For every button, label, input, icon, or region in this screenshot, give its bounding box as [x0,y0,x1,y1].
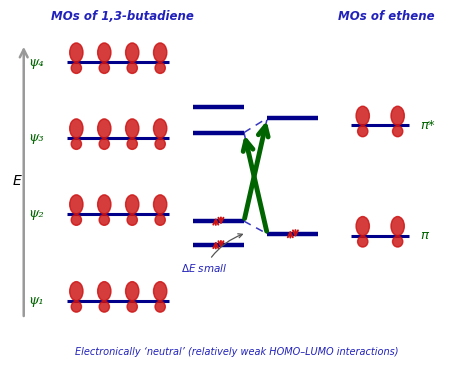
Ellipse shape [71,138,82,149]
Ellipse shape [392,126,403,137]
Text: ψ₁: ψ₁ [28,294,44,307]
Ellipse shape [155,301,165,312]
Ellipse shape [98,119,111,138]
Ellipse shape [155,215,165,225]
Ellipse shape [155,63,165,73]
Ellipse shape [70,119,83,138]
Ellipse shape [155,138,165,149]
Ellipse shape [357,126,368,137]
Text: $\pi$: $\pi$ [420,229,430,242]
Ellipse shape [126,43,139,62]
Ellipse shape [70,195,83,214]
Ellipse shape [154,119,167,138]
Ellipse shape [154,195,167,214]
Ellipse shape [98,282,111,301]
Ellipse shape [356,216,369,236]
Ellipse shape [126,282,139,301]
Ellipse shape [391,106,404,125]
Text: Electronically ‘neutral’ (relatively weak HOMO–LUMO interactions): Electronically ‘neutral’ (relatively wea… [75,347,399,357]
Ellipse shape [154,282,167,301]
Ellipse shape [99,215,109,225]
Text: $\pi$*: $\pi$* [420,119,436,132]
Ellipse shape [98,195,111,214]
Ellipse shape [126,195,139,214]
Ellipse shape [99,301,109,312]
Ellipse shape [357,236,368,247]
Ellipse shape [99,138,109,149]
Text: ψ₃: ψ₃ [28,131,44,144]
Ellipse shape [392,236,403,247]
Ellipse shape [127,301,137,312]
Ellipse shape [126,119,139,138]
Text: $\Delta E$ small: $\Delta E$ small [181,234,242,274]
Text: MOs of 1,3-butadiene: MOs of 1,3-butadiene [52,10,194,23]
Ellipse shape [98,43,111,62]
Ellipse shape [71,215,82,225]
Ellipse shape [99,63,109,73]
Ellipse shape [127,138,137,149]
Ellipse shape [70,282,83,301]
Text: E: E [13,174,22,188]
Text: ψ₂: ψ₂ [28,208,44,221]
Ellipse shape [356,106,369,125]
Ellipse shape [127,215,137,225]
Text: MOs of ethene: MOs of ethene [337,10,434,23]
Ellipse shape [127,63,137,73]
Text: ψ₄: ψ₄ [28,56,44,68]
Ellipse shape [391,216,404,236]
Ellipse shape [71,63,82,73]
Ellipse shape [154,43,167,62]
Ellipse shape [71,301,82,312]
Ellipse shape [70,43,83,62]
